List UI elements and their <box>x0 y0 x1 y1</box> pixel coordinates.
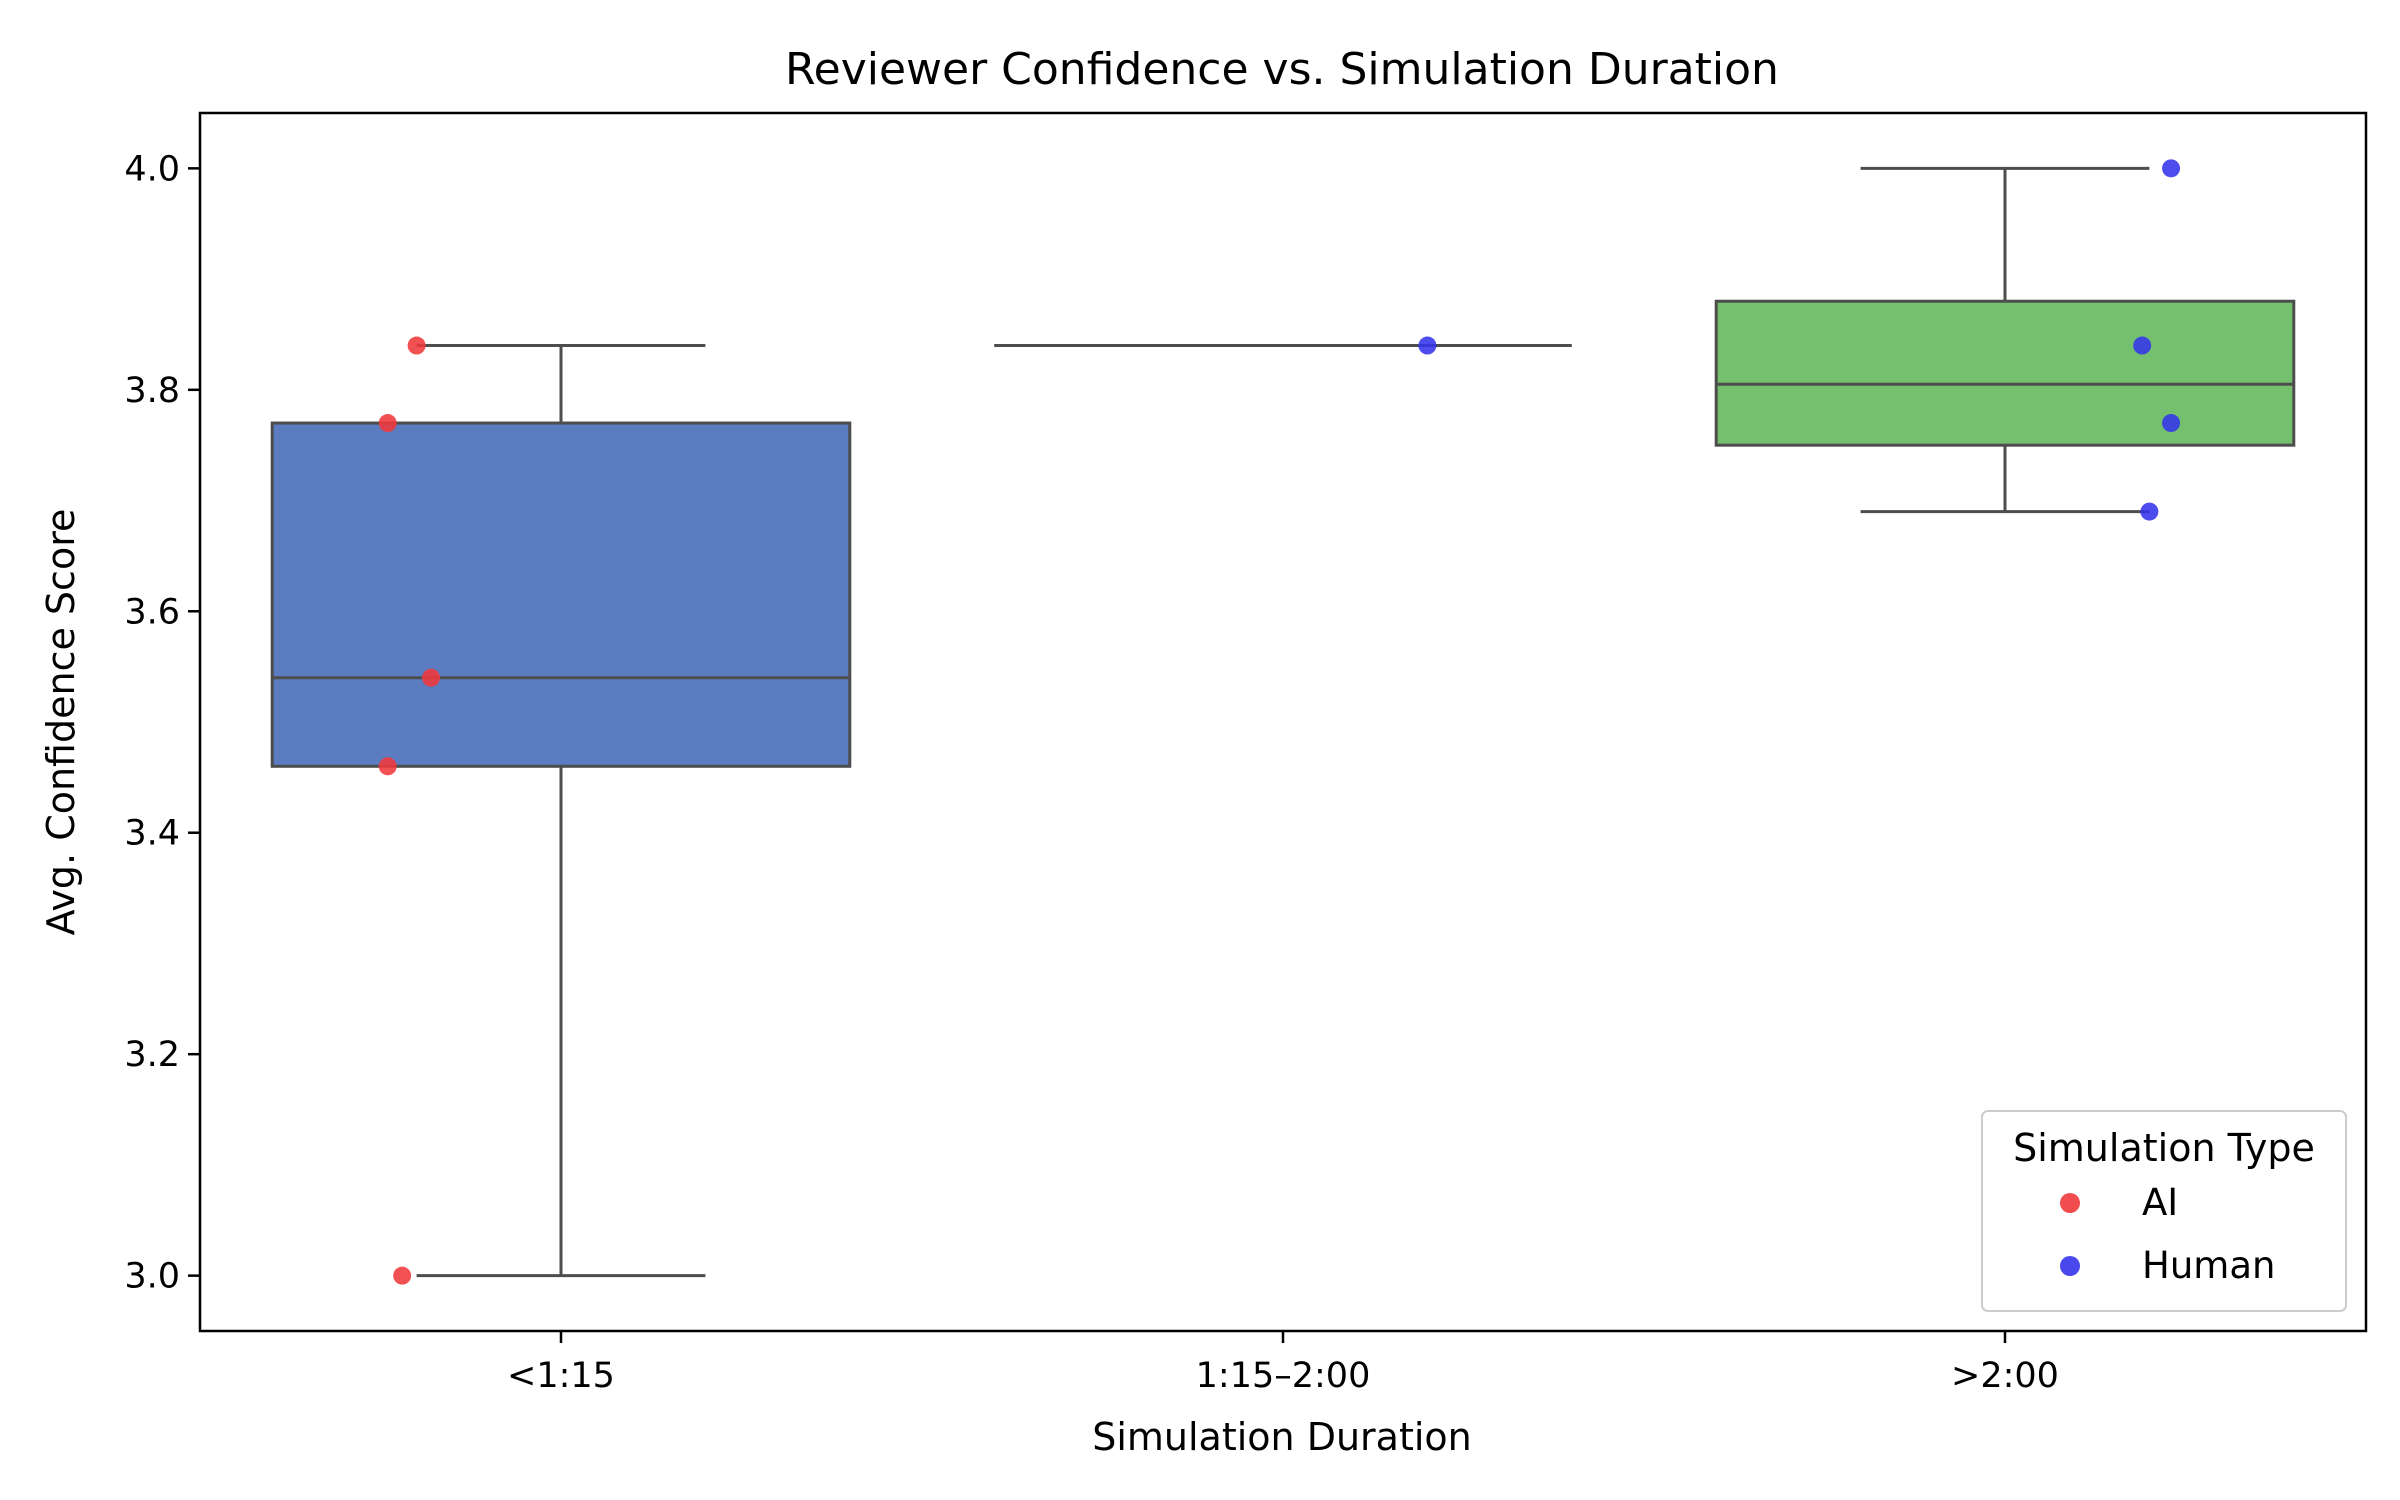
y-axis-label: Avg. Confidence Score <box>39 509 83 936</box>
data-point <box>2140 502 2159 521</box>
y-tick-label: 3.0 <box>124 1257 180 1297</box>
y-tick-label: 3.4 <box>124 814 180 854</box>
x-tick-label: 1:15–2:00 <box>1196 1356 1371 1396</box>
box-iqr <box>1714 299 2296 447</box>
legend: Simulation Type AI Human <box>1981 1110 2347 1312</box>
data-point <box>2162 159 2181 178</box>
x-tick-label: >2:00 <box>1951 1356 2059 1396</box>
legend-marker <box>2060 1193 2080 1213</box>
box-iqr <box>270 421 852 768</box>
data-point <box>393 1266 412 1285</box>
data-point <box>2133 336 2152 355</box>
box-group <box>270 344 852 1278</box>
y-tick-label: 3.2 <box>124 1035 180 1075</box>
data-point <box>1418 336 1437 355</box>
legend-label: AI <box>2142 1181 2178 1224</box>
x-axis-label: Simulation Duration <box>1092 1415 1472 1459</box>
data-point <box>378 414 397 433</box>
chart-title: Reviewer Confidence vs. Simulation Durat… <box>785 44 1779 95</box>
data-point <box>407 336 426 355</box>
data-point <box>378 757 397 776</box>
data-point <box>2162 414 2181 433</box>
plot-area: 3.0 3.2 3.4 3.6 3.8 4.0 <1:15 1:15–2:00 >2:00 <box>124 111 2368 1396</box>
box-group <box>1714 166 2296 514</box>
y-tick-label: 3.8 <box>124 371 180 411</box>
y-tick-label: 3.6 <box>124 592 180 632</box>
y-tick-label: 4.0 <box>124 149 180 189</box>
legend-marker <box>2060 1256 2080 1276</box>
legend-title: Simulation Type <box>2013 1126 2315 1170</box>
data-point <box>422 668 441 687</box>
legend-label: Human <box>2142 1244 2275 1287</box>
x-tick-label: <1:15 <box>507 1356 615 1396</box>
